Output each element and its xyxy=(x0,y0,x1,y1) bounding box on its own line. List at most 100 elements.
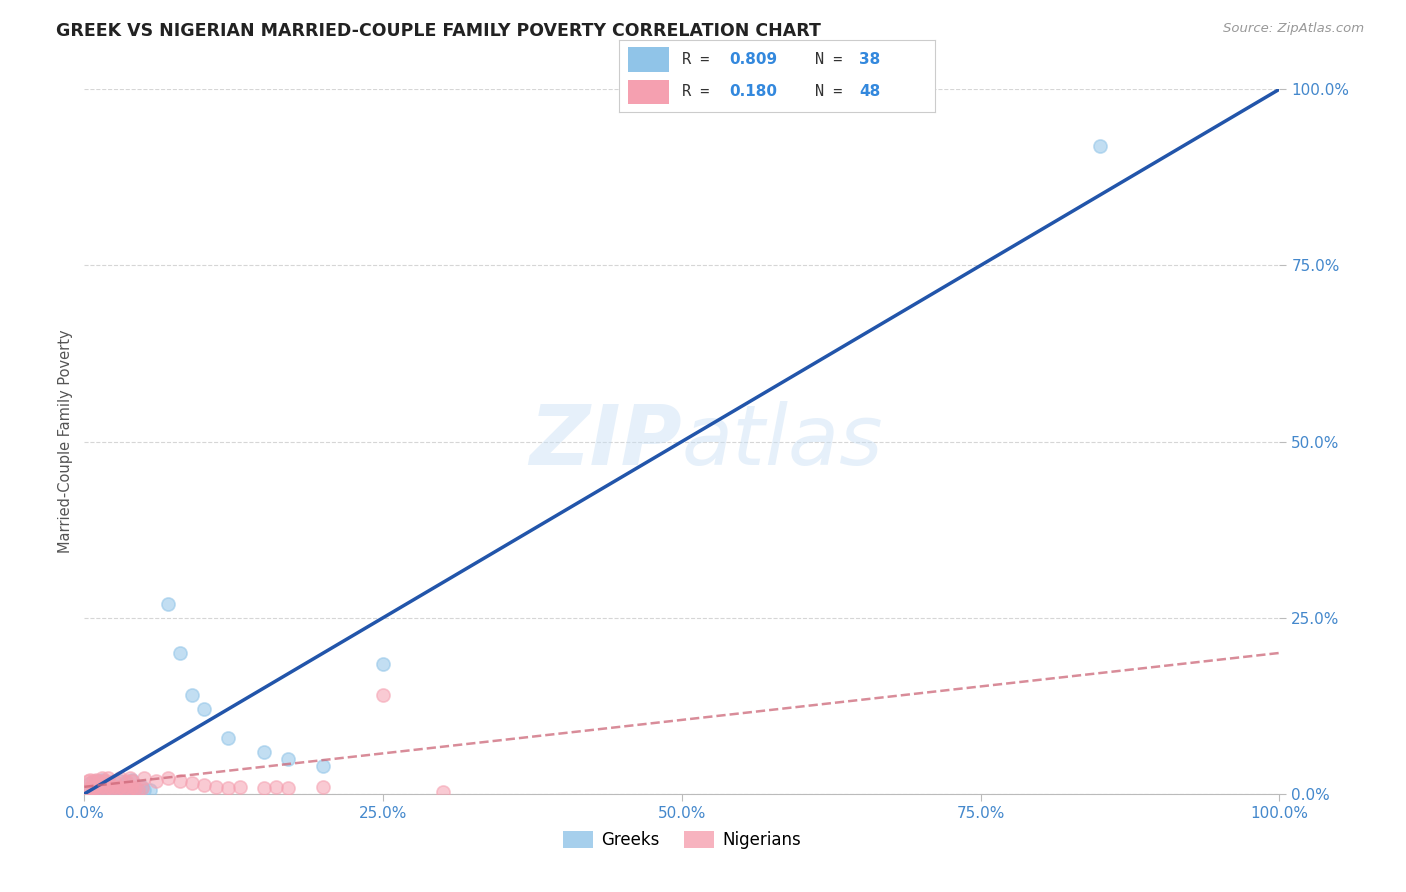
Text: 38: 38 xyxy=(859,52,880,67)
Point xyxy=(132,772,156,786)
Point xyxy=(373,657,395,671)
Text: N =: N = xyxy=(815,52,851,67)
Point xyxy=(277,751,299,765)
Point xyxy=(118,780,141,794)
Point xyxy=(110,774,132,789)
Text: N =: N = xyxy=(815,84,851,99)
Point xyxy=(157,597,180,611)
Point xyxy=(79,772,101,787)
Point xyxy=(91,781,114,796)
Point xyxy=(115,780,138,794)
Point xyxy=(145,774,167,789)
Point xyxy=(124,781,146,796)
Point xyxy=(97,772,120,786)
Point xyxy=(86,774,108,789)
Point xyxy=(111,781,134,796)
Point xyxy=(432,785,454,799)
Point xyxy=(1090,138,1112,153)
Point xyxy=(193,702,215,716)
Legend: Greeks, Nigerians: Greeks, Nigerians xyxy=(555,824,808,856)
Point xyxy=(100,781,122,796)
Text: 48: 48 xyxy=(859,84,880,99)
Point xyxy=(229,780,252,794)
Point xyxy=(83,781,105,796)
Text: 0.180: 0.180 xyxy=(730,84,778,99)
Point xyxy=(77,783,100,797)
Bar xyxy=(628,47,669,71)
Text: GREEK VS NIGERIAN MARRIED-COUPLE FAMILY POVERTY CORRELATION CHART: GREEK VS NIGERIAN MARRIED-COUPLE FAMILY … xyxy=(56,22,821,40)
Point xyxy=(87,783,110,797)
Point xyxy=(110,772,132,786)
Point xyxy=(169,774,191,789)
Point xyxy=(205,780,228,794)
Point xyxy=(86,780,108,794)
Point xyxy=(79,776,101,790)
Point xyxy=(79,783,101,797)
Point xyxy=(110,780,132,794)
Point xyxy=(312,780,335,794)
Text: atlas: atlas xyxy=(682,401,883,482)
Point xyxy=(100,783,122,797)
Point xyxy=(132,783,156,797)
Point xyxy=(115,783,138,797)
Point xyxy=(97,780,120,794)
Point xyxy=(121,774,143,789)
Point xyxy=(139,783,162,797)
Point xyxy=(97,776,120,790)
Bar xyxy=(628,80,669,104)
Point xyxy=(91,772,114,787)
Text: R =: R = xyxy=(682,52,718,67)
Point xyxy=(110,783,132,797)
Point xyxy=(94,783,117,797)
Point xyxy=(82,780,104,794)
Point xyxy=(86,772,108,787)
Point xyxy=(169,646,191,660)
Point xyxy=(127,783,149,797)
Point xyxy=(94,774,117,789)
Point xyxy=(83,781,105,796)
Point xyxy=(103,774,125,789)
Text: 0.809: 0.809 xyxy=(730,52,778,67)
Point xyxy=(94,781,117,796)
Point xyxy=(312,758,335,772)
Point xyxy=(121,783,143,797)
Point xyxy=(97,780,120,794)
Point xyxy=(118,772,141,786)
Point xyxy=(91,772,114,786)
Point xyxy=(79,781,101,796)
Point xyxy=(86,780,108,794)
Point xyxy=(373,688,395,702)
Point xyxy=(253,781,276,796)
Text: R =: R = xyxy=(682,84,718,99)
Point xyxy=(131,780,153,794)
Point xyxy=(127,783,149,797)
Point xyxy=(118,781,141,796)
Point xyxy=(87,774,110,789)
Point xyxy=(77,774,100,789)
Point xyxy=(131,781,153,796)
Point xyxy=(277,781,299,796)
Point xyxy=(253,745,276,759)
Point xyxy=(264,780,287,794)
Point xyxy=(193,779,215,793)
Point xyxy=(107,781,129,796)
Text: Source: ZipAtlas.com: Source: ZipAtlas.com xyxy=(1223,22,1364,36)
Point xyxy=(115,776,138,790)
Point xyxy=(121,780,143,794)
Point xyxy=(107,780,129,794)
Point xyxy=(82,774,104,789)
Point xyxy=(115,774,138,789)
Point xyxy=(124,781,146,796)
Point xyxy=(181,776,204,790)
Point xyxy=(91,780,114,794)
Point xyxy=(87,781,110,796)
Point xyxy=(217,781,239,796)
Y-axis label: Married-Couple Family Poverty: Married-Couple Family Poverty xyxy=(58,330,73,553)
Point xyxy=(121,772,143,787)
Point xyxy=(103,781,125,796)
Point xyxy=(83,779,105,793)
Point xyxy=(111,781,134,796)
Text: ZIP: ZIP xyxy=(529,401,682,482)
Point xyxy=(157,772,180,786)
Point xyxy=(103,780,125,794)
